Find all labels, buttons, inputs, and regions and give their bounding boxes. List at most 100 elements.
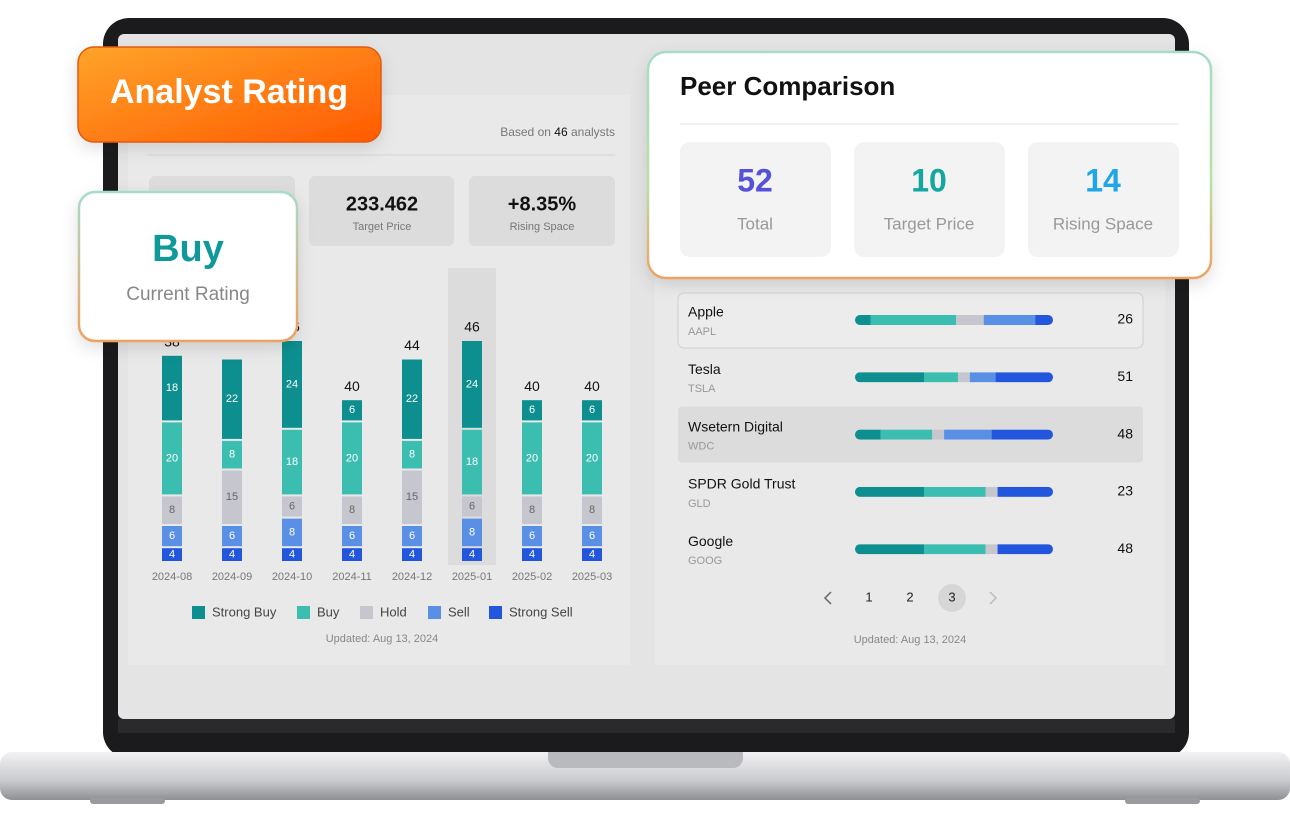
segment-label: 20 <box>526 452 538 464</box>
bar-segment <box>582 496 602 524</box>
page-number[interactable]: 1 <box>865 589 872 604</box>
distribution-segment <box>855 315 871 325</box>
bar-segment <box>162 526 182 547</box>
segment-label: 8 <box>289 526 295 538</box>
peer-stat-tile <box>854 142 1005 257</box>
bar-segment <box>582 548 602 561</box>
segment-label: 18 <box>466 456 478 468</box>
bar-segment <box>282 548 302 561</box>
segment-label: 15 <box>406 491 418 503</box>
count: 46 <box>554 125 568 139</box>
segment-label: 22 <box>406 393 418 405</box>
bar-segment <box>522 496 542 524</box>
badge-group <box>77 46 382 143</box>
legend-swatch <box>192 606 205 619</box>
peer-stat-label: Target Price <box>884 214 975 233</box>
page-number[interactable]: 3 <box>948 589 955 604</box>
total-label: 40 <box>584 378 600 394</box>
distribution-bar <box>855 315 1053 325</box>
bar-segment <box>282 429 302 495</box>
distribution-segment <box>880 429 933 440</box>
bar-segment <box>522 526 542 547</box>
bar-segment <box>522 548 542 561</box>
bar-segment <box>162 422 182 495</box>
bar-segment <box>162 355 182 421</box>
segment-label: 6 <box>469 500 475 512</box>
distribution-segment <box>969 372 996 383</box>
segment-label: 8 <box>229 449 235 461</box>
segment-label: 18 <box>166 382 178 394</box>
distribution-segment <box>955 315 984 325</box>
analyst-count: Based on 46 analysts <box>500 125 615 139</box>
distribution-segment <box>855 372 925 383</box>
laptop-foot <box>1125 798 1200 804</box>
segment-label: 24 <box>466 378 478 390</box>
laptop-notch <box>548 752 743 768</box>
distribution-segment <box>932 429 945 440</box>
row-name: Google <box>688 533 733 549</box>
row-ticker: TSLA <box>688 383 716 395</box>
total-label: 40 <box>524 378 540 394</box>
text: Based on <box>500 125 551 139</box>
legend-swatch <box>360 606 373 619</box>
bar-segment <box>522 422 542 495</box>
peer-stat-value: 52 <box>737 162 773 198</box>
segment-label: 4 <box>469 549 475 561</box>
rating-card-group <box>77 190 299 343</box>
peer-stat-label: Total <box>737 214 773 233</box>
legend-label: Sell <box>448 604 470 619</box>
peer-title: Peer Comparison <box>680 71 895 101</box>
row-value: 23 <box>1117 483 1133 499</box>
distribution-segment <box>924 486 986 497</box>
segment-label: 6 <box>349 404 355 416</box>
page-prev[interactable] <box>823 591 832 605</box>
bar-segment <box>342 526 362 547</box>
page-next[interactable] <box>989 591 998 605</box>
distribution-segment <box>997 544 1053 555</box>
peer-stat-value: 14 <box>1085 162 1121 198</box>
bar-segment <box>582 422 602 495</box>
peer-stat-tile <box>1028 142 1179 257</box>
bar-segment <box>402 470 422 524</box>
laptop-foot <box>90 798 165 804</box>
segment-label: 4 <box>169 549 175 561</box>
segment-label: 20 <box>166 452 178 464</box>
rating-label: Current Rating <box>126 284 250 305</box>
bar-segment <box>582 400 602 421</box>
row-ticker: AAPL <box>688 326 716 338</box>
bar-segment <box>402 359 422 439</box>
bar-segment <box>222 359 242 439</box>
stat-value: 233.462 <box>346 193 418 215</box>
badge-text: Analyst Rating <box>110 73 348 111</box>
segment-label: 6 <box>529 404 535 416</box>
distribution-segment <box>985 544 998 555</box>
bar-segment <box>462 429 482 495</box>
bar-segment <box>342 400 362 421</box>
bar-segment <box>462 496 482 517</box>
segment-label: 6 <box>229 530 235 542</box>
segment-label: 4 <box>229 549 235 561</box>
footnote: Updated: Aug 13, 2024 <box>326 633 439 645</box>
segment-label: 6 <box>289 500 295 512</box>
badge <box>77 46 382 143</box>
segment-label: 15 <box>226 491 238 503</box>
total-label: 40 <box>344 378 360 394</box>
peer-list: Apple AAPL 26 Tesla TSLA 51 Wsetern Digital WDC… <box>677 292 1144 646</box>
bar-segment <box>522 400 542 421</box>
segment-label: 8 <box>349 504 355 516</box>
legend-label: Strong Sell <box>509 604 573 619</box>
segment-label: 8 <box>469 526 475 538</box>
distribution-bar <box>855 429 1053 440</box>
segment-label: 8 <box>169 504 175 516</box>
bar-segment <box>402 526 422 547</box>
bar-segment <box>342 422 362 495</box>
x-tick-label: 2024-09 <box>212 571 252 583</box>
x-tick-label: 2025-01 <box>452 571 492 583</box>
stat-card <box>309 176 454 246</box>
bar-segment <box>282 496 302 517</box>
page-number[interactable]: 2 <box>906 589 913 604</box>
segment-label: 4 <box>349 549 355 561</box>
legend-swatch <box>297 606 310 619</box>
bar-segment <box>402 548 422 561</box>
stat-label: Target Price <box>353 221 412 233</box>
